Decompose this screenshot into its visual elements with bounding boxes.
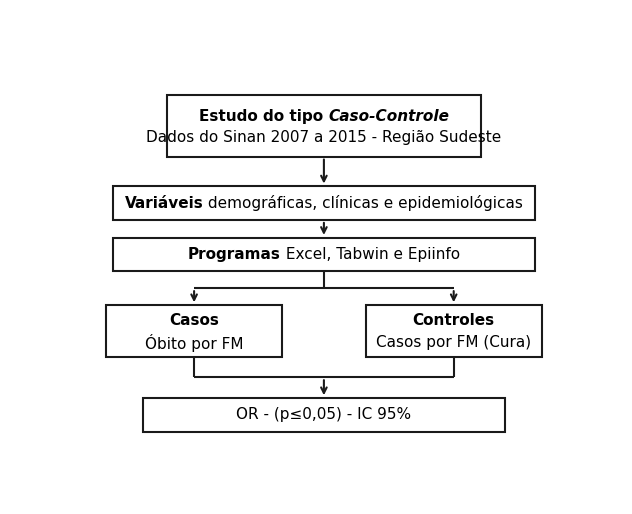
Text: Controles: Controles (413, 314, 495, 328)
Text: Variáveis: Variáveis (125, 196, 204, 211)
Text: Dados do Sinan 2007 a 2015 - Região Sudeste: Dados do Sinan 2007 a 2015 - Região Sude… (146, 131, 502, 145)
FancyBboxPatch shape (113, 238, 535, 271)
FancyBboxPatch shape (167, 95, 481, 157)
FancyBboxPatch shape (106, 305, 283, 357)
Text: Programas: Programas (188, 247, 281, 262)
Text: OR - (p≤0,05) - IC 95%: OR - (p≤0,05) - IC 95% (236, 408, 411, 423)
Text: Casos por FM (Cura): Casos por FM (Cura) (376, 335, 532, 350)
FancyBboxPatch shape (113, 187, 535, 220)
Text: Estudo do tipo: Estudo do tipo (198, 108, 328, 123)
Text: Caso-Controle: Caso-Controle (328, 108, 449, 123)
FancyBboxPatch shape (365, 305, 542, 357)
Text: Casos: Casos (169, 314, 219, 328)
FancyBboxPatch shape (143, 398, 505, 432)
Text: demográficas, clínicas e epidemiológicas: demográficas, clínicas e epidemiológicas (204, 195, 523, 211)
Text: Óbito por FM: Óbito por FM (145, 334, 243, 352)
Text: Excel, Tabwin e Epiinfo: Excel, Tabwin e Epiinfo (281, 247, 460, 262)
